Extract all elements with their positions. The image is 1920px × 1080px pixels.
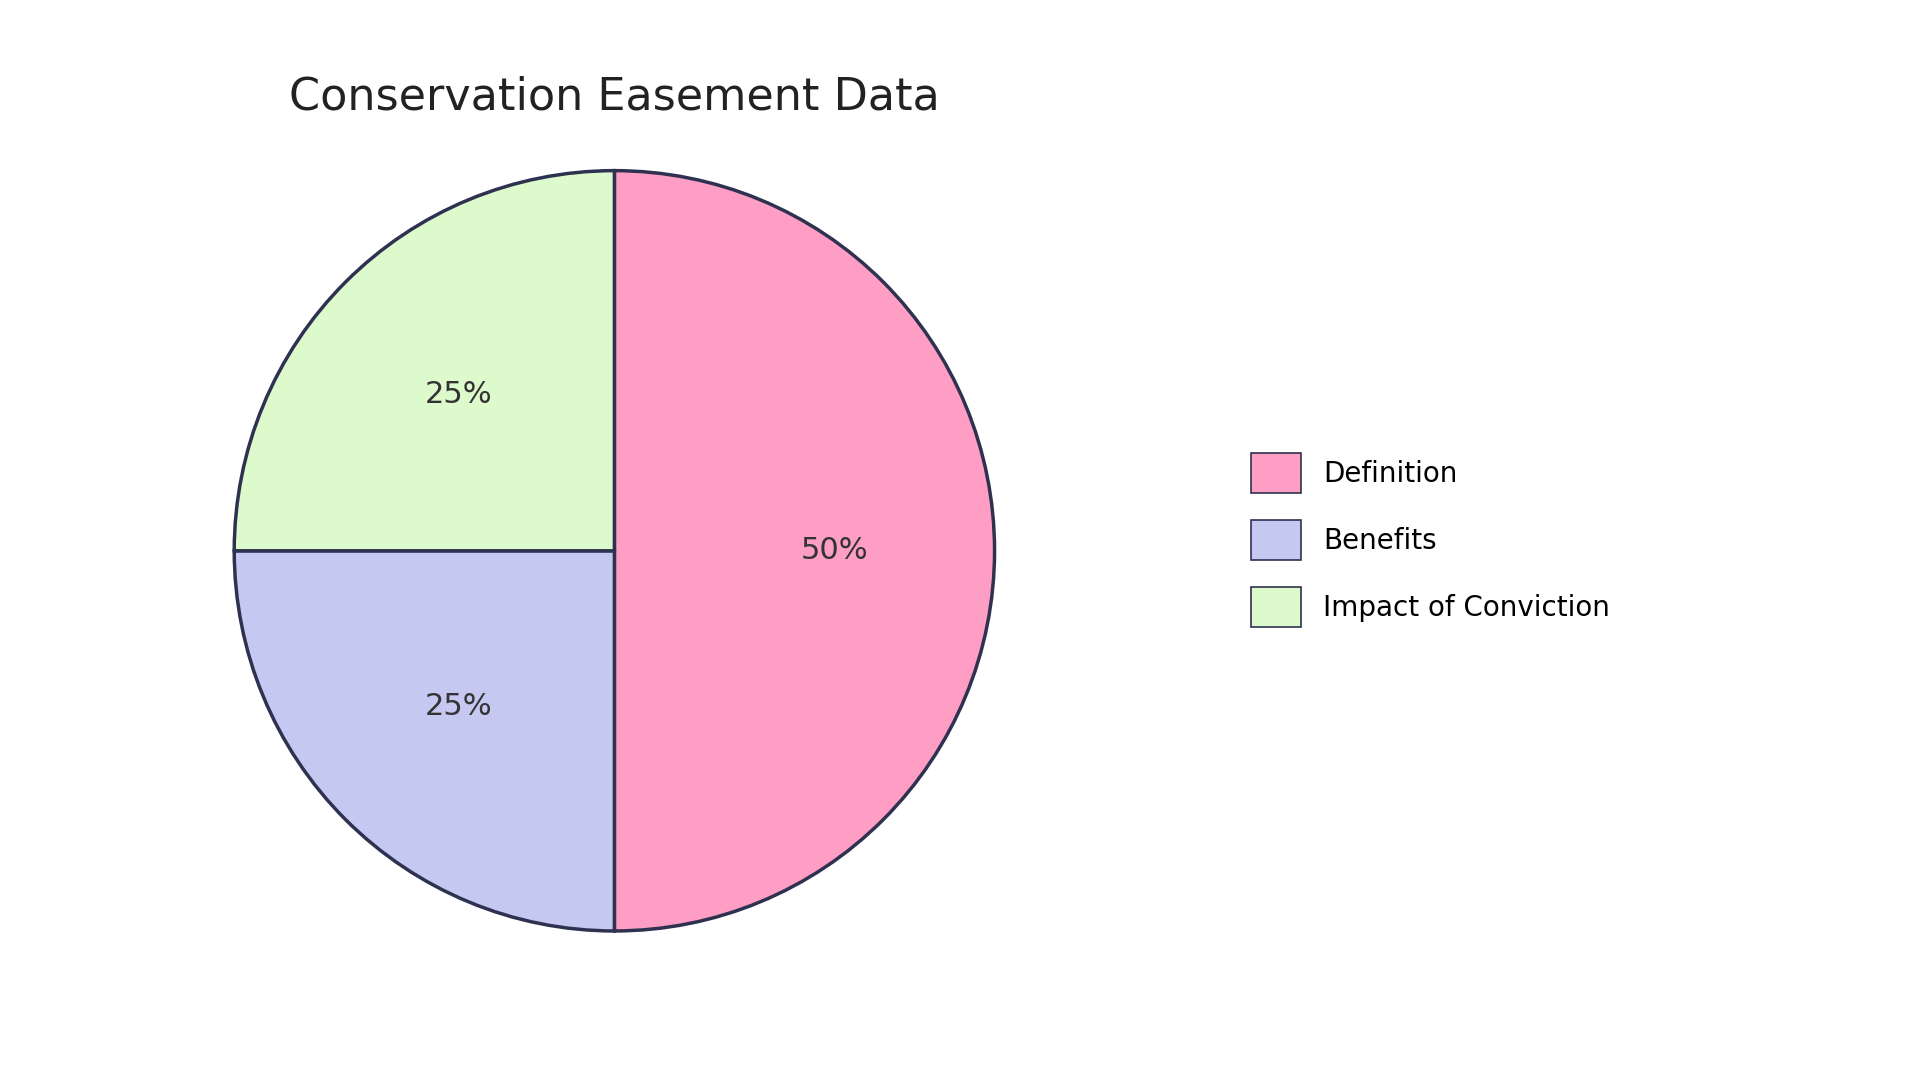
Wedge shape (614, 171, 995, 931)
Wedge shape (234, 171, 614, 551)
Text: Conservation Easement Data: Conservation Easement Data (290, 76, 939, 119)
Legend: Definition, Benefits, Impact of Conviction: Definition, Benefits, Impact of Convicti… (1223, 426, 1638, 654)
Text: 25%: 25% (424, 380, 492, 409)
Text: 25%: 25% (424, 692, 492, 721)
Wedge shape (234, 551, 614, 931)
Text: 50%: 50% (801, 537, 868, 565)
